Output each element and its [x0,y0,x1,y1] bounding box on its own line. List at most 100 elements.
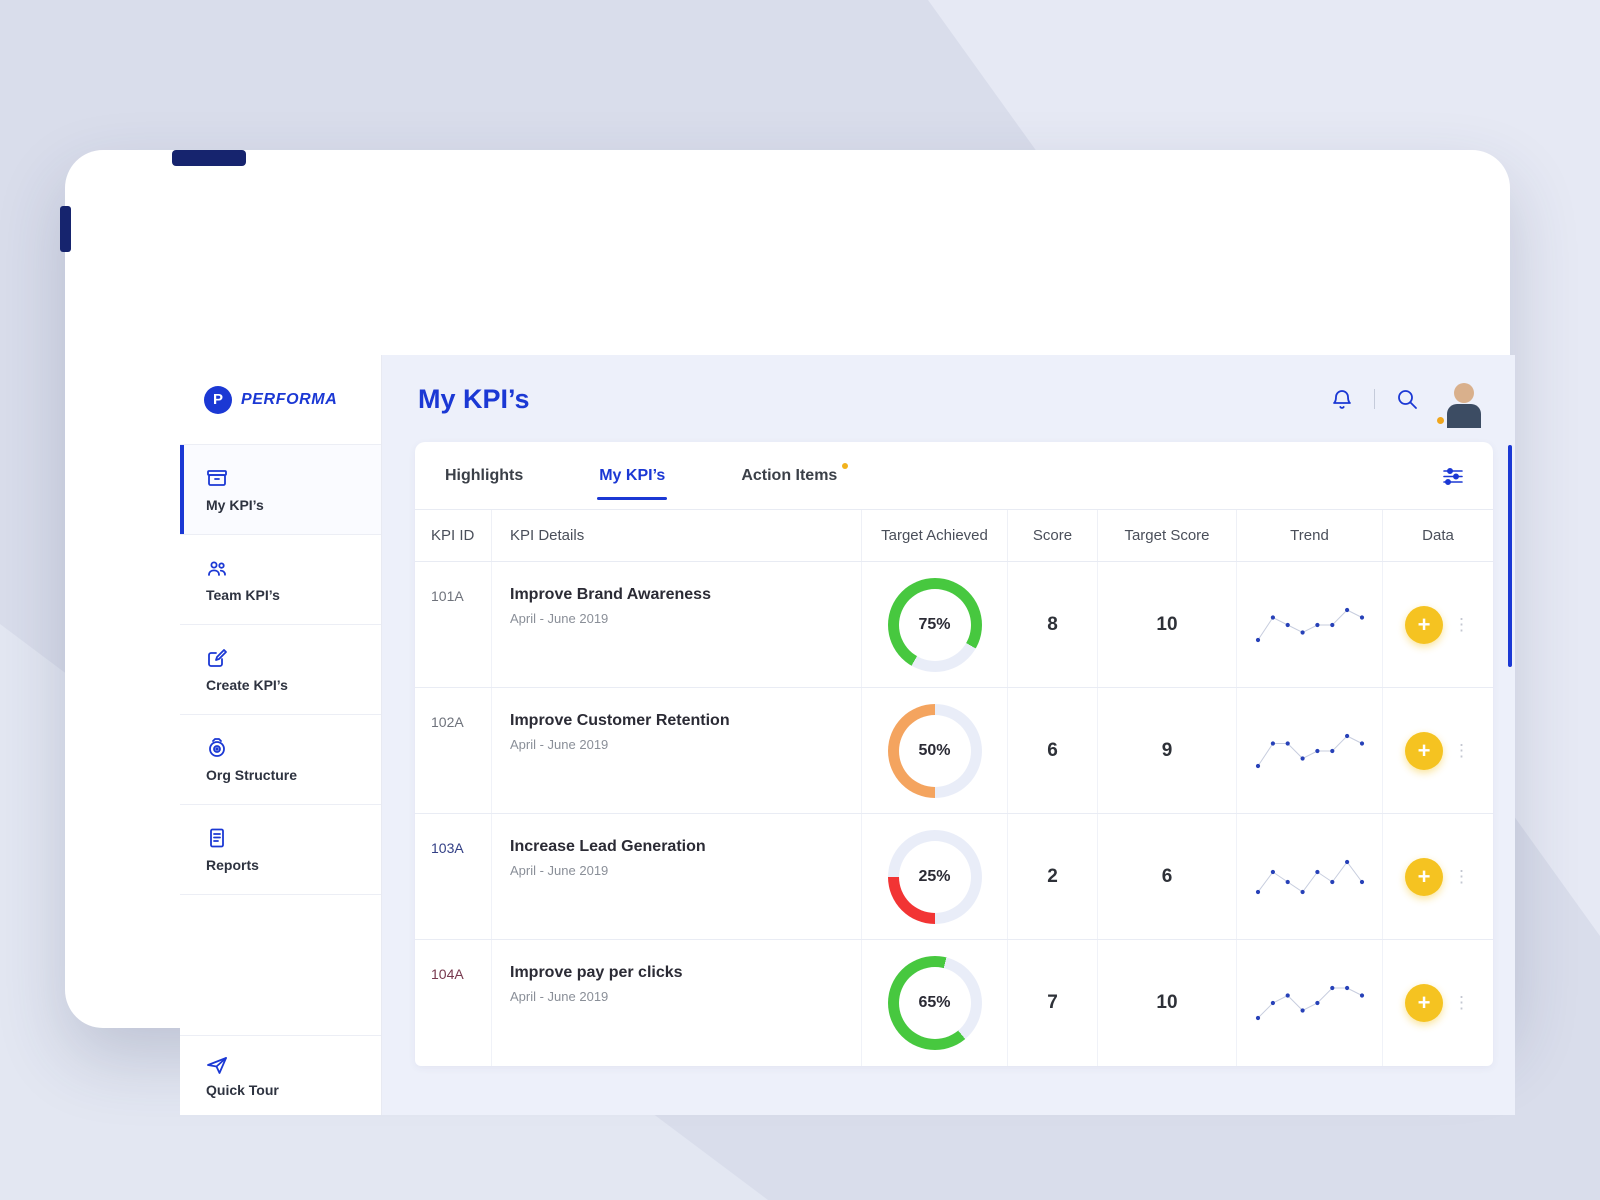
kpi-period: April - June 2019 [510,611,609,626]
kpi-title: Improve Brand Awareness [510,586,711,603]
trend-sparkline [1255,733,1364,768]
column-header: Trend [1237,510,1383,561]
column-header: Target Achieved [862,510,1008,561]
kpi-period: April - June 2019 [510,989,609,1004]
score-value: 7 [1008,940,1098,1066]
sidebar-item-my-kpis[interactable]: My KPI’s [180,445,381,535]
data-cell: + ⋮ [1383,562,1493,687]
target-achieved-donut: 65% [887,956,982,1050]
header-actions [1330,374,1489,426]
target-score-value: 10 [1098,562,1237,687]
target-score-value: 10 [1098,940,1237,1066]
score-value: 2 [1008,814,1098,939]
column-header: Score [1008,510,1098,561]
status-dot [1435,415,1446,426]
trend-cell [1237,814,1383,939]
column-header: KPI ID [415,510,492,561]
tab-label: Action Items [741,466,838,484]
tab-my-kpis[interactable]: My KPI’s [597,461,668,500]
target-achieved-value: 75% [898,588,971,661]
data-cell: + ⋮ [1383,688,1493,813]
column-header: KPI Details [492,510,862,561]
data-cell: + ⋮ [1383,940,1493,1066]
target-achieved-donut: 75% [887,577,982,672]
create-edit-icon [206,647,228,669]
table-row: 104A Improve pay per clicks April - June… [415,940,1493,1066]
tab-label: Highlights [445,466,524,484]
kpi-details-cell: Improve pay per clicks April - June 2019 [492,940,862,1066]
logo-p-icon: P [204,385,232,414]
kebab-menu-icon[interactable]: ⋮ [1453,614,1471,634]
target-achieved-value: 65% [898,967,971,1039]
table-header: KPI ID KPI Details Target Achieved Score… [415,510,1493,562]
sidebar: P PERFORMA My KPI’s Team KPI’s Creat [180,355,382,1115]
header-divider [1374,389,1375,409]
app-window: P PERFORMA My KPI’s Team KPI’s Creat [180,355,1515,1115]
sidebar-item-label: My KPI’s [206,496,264,513]
target-achieved-cell: 65% [862,940,1008,1066]
kpi-id: 103A [415,814,492,939]
add-data-button[interactable]: + [1405,605,1443,644]
user-avatar[interactable] [1435,374,1489,426]
filter-sliders-icon[interactable] [1441,464,1465,488]
kpi-title: Increase Lead Generation [510,838,706,855]
target-achieved-cell: 25% [862,814,1008,939]
team-icon [206,557,228,579]
score-value: 6 [1008,688,1098,813]
paper-plane-icon [206,1054,228,1076]
kpi-period: April - June 2019 [510,737,609,752]
device-frame: P PERFORMA My KPI’s Team KPI’s Creat [65,150,1515,1115]
kpi-card: Highlights My KPI’s Action Items KPI ID [415,442,1493,1066]
kpi-details-cell: Improve Customer Retention April - June … [492,688,862,813]
tab-highlights[interactable]: Highlights [443,461,525,491]
sidebar-item-label: Team KPI’s [206,586,280,603]
trend-cell [1237,940,1383,1066]
notifications-bell-icon[interactable] [1330,387,1354,411]
target-achieved-value: 50% [898,714,971,787]
table-row: 102A Improve Customer Retention April - … [415,688,1493,814]
column-header: Data [1422,527,1454,544]
trend-sparkline [1255,985,1364,1021]
kpi-archive-icon [206,467,228,489]
target-achieved-donut: 50% [887,703,982,798]
tab-label: My KPI’s [599,466,666,484]
trend-sparkline [1255,607,1364,642]
table-row: 101A Improve Brand Awareness April - Jun… [415,562,1493,688]
reports-doc-icon [206,827,228,849]
sidebar-item-quick-tour[interactable]: Quick Tour [180,1035,381,1115]
sidebar-item-label: Reports [206,856,259,873]
score-value: 8 [1008,562,1098,687]
add-data-button[interactable]: + [1405,984,1443,1022]
tab-action-items[interactable]: Action Items [739,461,849,491]
add-data-button[interactable]: + [1405,731,1443,770]
badge-dot [842,462,849,469]
kebab-menu-icon[interactable]: ⋮ [1453,993,1471,1012]
sidebar-item-label: Org Structure [206,766,298,783]
kpi-details-cell: Increase Lead Generation April - June 20… [492,814,862,939]
trend-cell [1237,688,1383,813]
sidebar-item-reports[interactable]: Reports [180,805,381,895]
add-data-button[interactable]: + [1405,857,1443,896]
page-title: My KPI’s [418,383,530,414]
sidebar-item-create-kpis[interactable]: Create KPI’s [180,625,381,715]
kpi-id: 104A [415,940,492,1066]
trend-cell [1237,562,1383,687]
target-achieved-cell: 75% [862,562,1008,687]
sidebar-item-team-kpis[interactable]: Team KPI’s [180,535,381,625]
kpi-title: Improve Customer Retention [510,712,730,729]
main-area: My KPI’s [382,355,1515,1115]
scrollbar-thumb[interactable] [1508,445,1512,667]
target-score-value: 6 [1098,814,1237,939]
kebab-menu-icon[interactable]: ⋮ [1453,866,1471,886]
table-body: 101A Improve Brand Awareness April - Jun… [415,562,1493,1066]
table-row: 103A Increase Lead Generation April - Ju… [415,814,1493,940]
sidebar-item-org-structure[interactable]: Org Structure [180,715,381,805]
kpi-details-cell: Improve Brand Awareness April - June 201… [492,562,862,687]
kpi-title: Improve pay per clicks [510,964,683,981]
kebab-menu-icon[interactable]: ⋮ [1453,740,1471,760]
kpi-id: 101A [415,562,492,687]
sidebar-item-label: Quick Tour [206,1081,279,1098]
column-header: Target Score [1098,510,1237,561]
search-icon[interactable] [1395,387,1419,411]
tabs-bar: Highlights My KPI’s Action Items [415,442,1493,510]
